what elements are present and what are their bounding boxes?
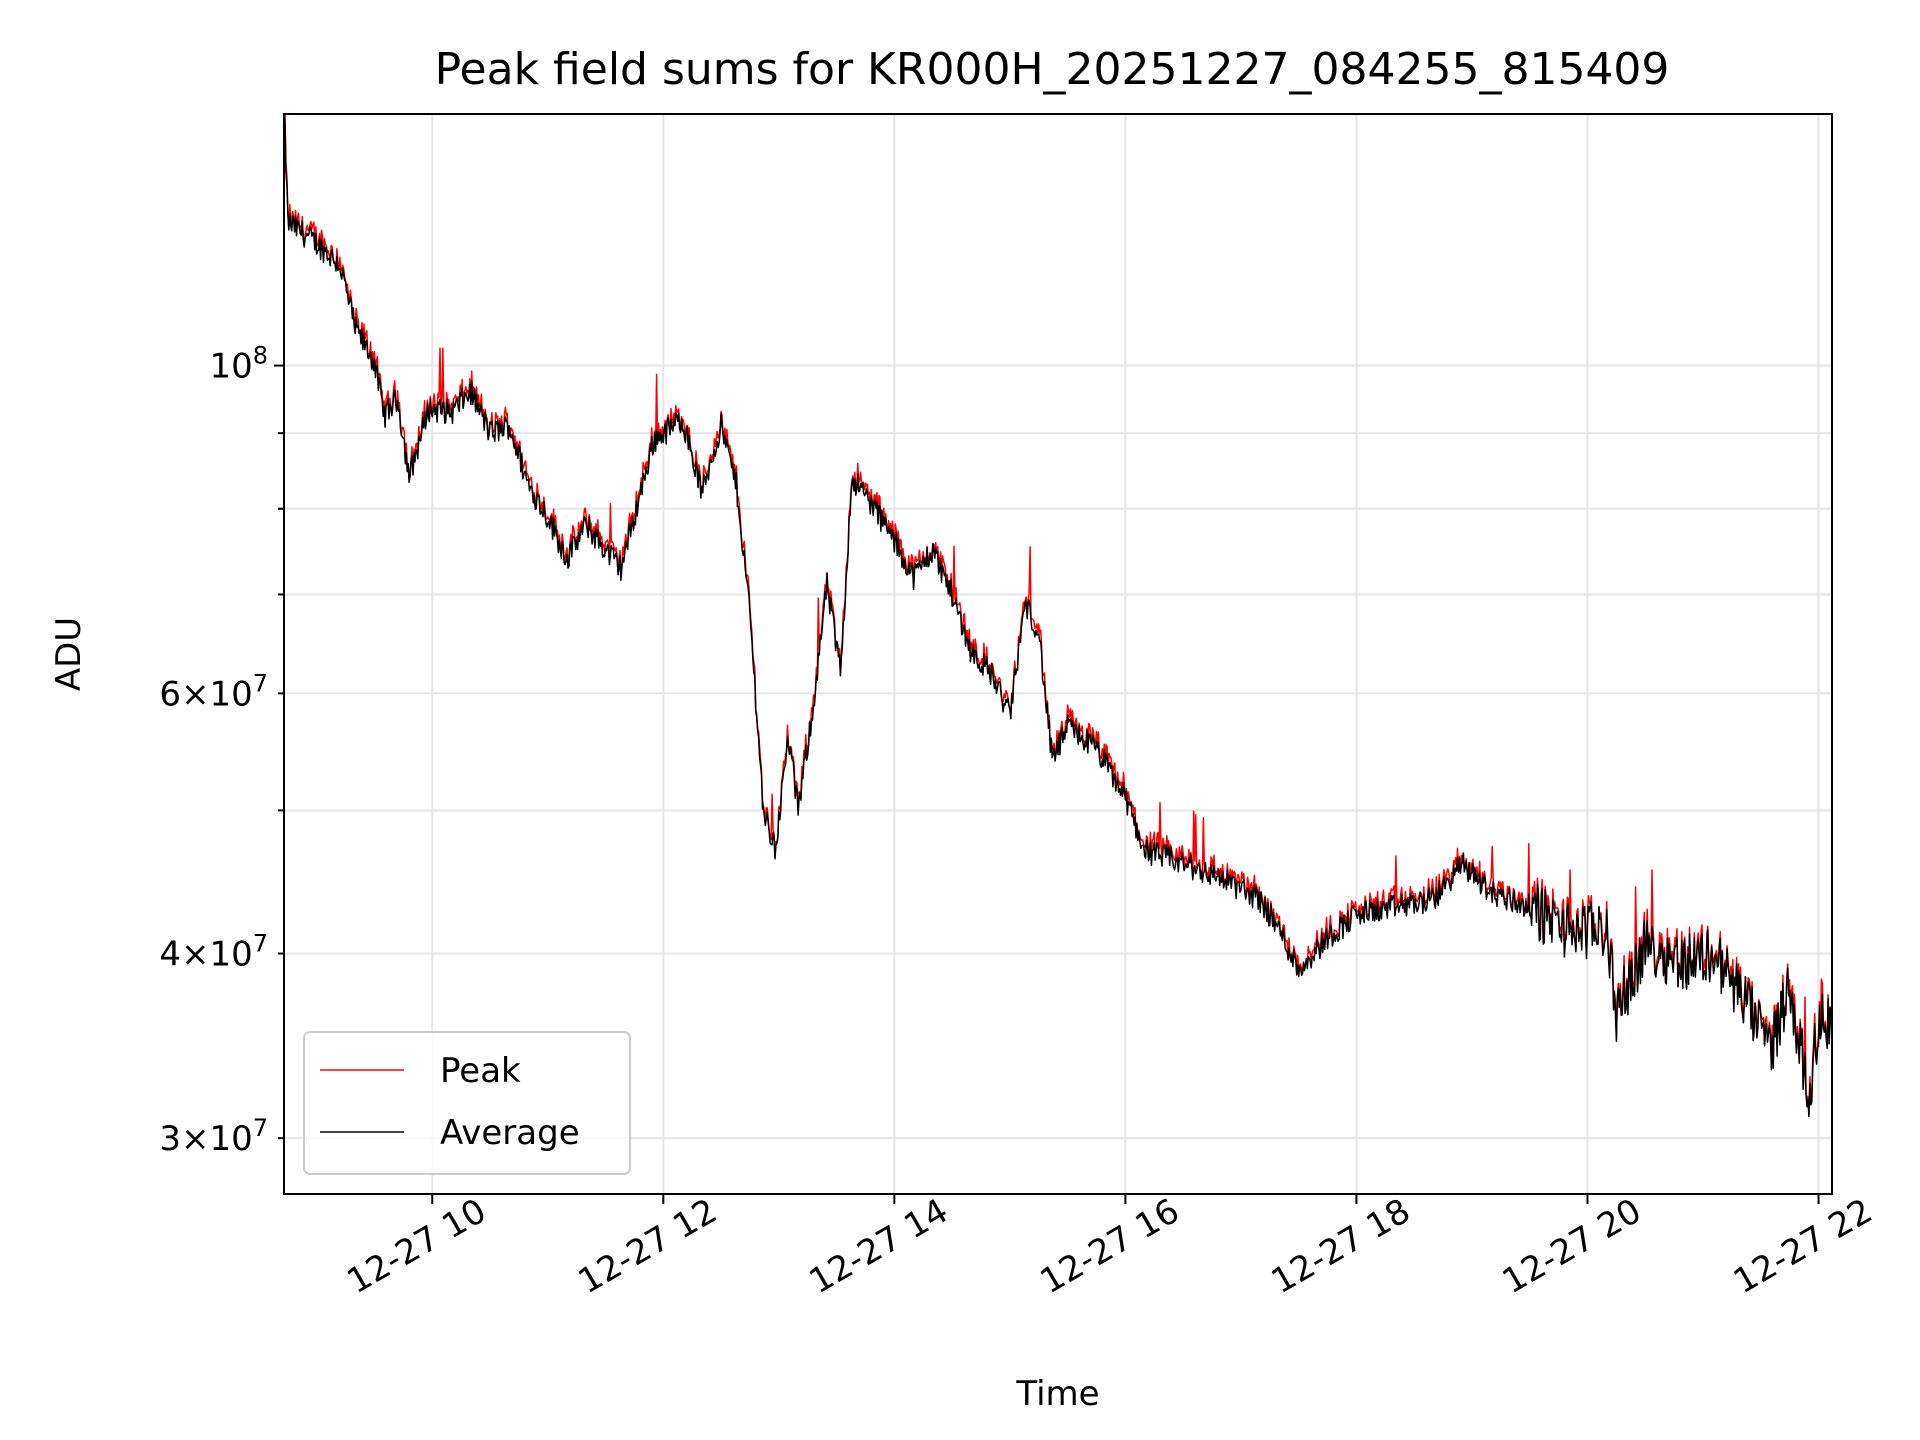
plot-frame [283,113,1833,1195]
y-tick-label: 108 [209,342,268,387]
series-average-line [283,113,1833,1118]
chart-title: Peak field sums for KR000H_20251227_0842… [435,44,1670,95]
y-axis-ticks: 108 3×107 4×107 6×107 [159,342,284,1159]
legend: Peak Average [303,1031,631,1175]
legend-box [303,1031,631,1175]
series-lines [283,113,1833,1118]
y-tick-label: 6×107 [159,669,268,714]
y-tick-label: 4×107 [159,930,268,975]
y-axis-label: ADU [49,617,89,691]
legend-average-label: Average [440,1113,580,1153]
x-axis-label: Time [1015,1374,1099,1414]
y-tick-label: 3×107 [159,1114,268,1159]
legend-peak-label: Peak [440,1051,521,1091]
